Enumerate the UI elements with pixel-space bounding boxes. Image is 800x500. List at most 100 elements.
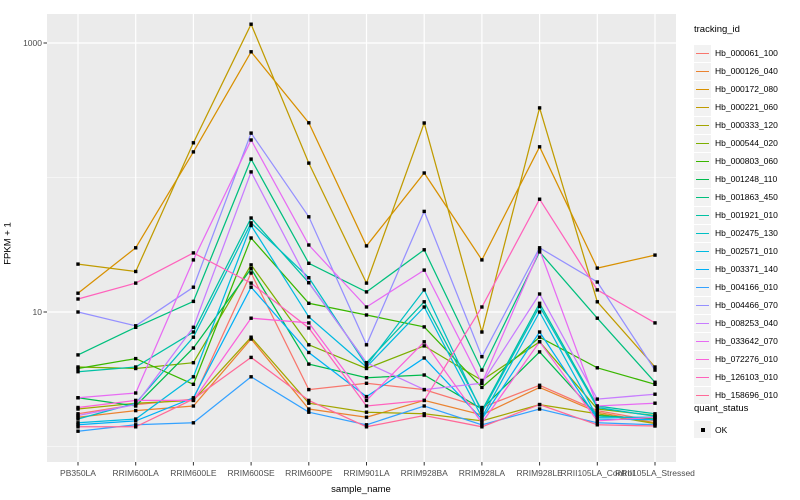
data-point bbox=[191, 361, 196, 365]
data-point bbox=[249, 221, 253, 225]
legend-color-line-icon bbox=[696, 394, 709, 396]
legend-item-Hb_000544_020: Hb_000544_020 bbox=[694, 134, 778, 152]
legend-key-swatch bbox=[694, 260, 711, 278]
data-point bbox=[480, 415, 484, 419]
data-point bbox=[76, 353, 80, 357]
data-point bbox=[653, 380, 657, 384]
x-tick-label-RRIM600PE: RRIM600PE bbox=[285, 468, 333, 478]
data-point bbox=[364, 398, 369, 403]
data-point bbox=[191, 299, 196, 304]
data-point bbox=[307, 326, 311, 330]
data-point bbox=[537, 248, 542, 252]
data-point bbox=[653, 415, 657, 419]
data-point bbox=[537, 145, 542, 149]
legend-item-Hb_000172_080: Hb_000172_080 bbox=[694, 80, 778, 98]
data-point bbox=[595, 421, 599, 425]
data-point bbox=[76, 370, 80, 374]
data-point bbox=[595, 366, 599, 370]
data-point bbox=[653, 392, 657, 396]
legend-key-swatch bbox=[694, 350, 711, 368]
data-point bbox=[537, 246, 542, 250]
data-point bbox=[422, 344, 426, 348]
data-point bbox=[537, 310, 542, 314]
data-point bbox=[191, 330, 196, 334]
legend-item-Hb_000803_060: Hb_000803_060 bbox=[694, 152, 778, 170]
legend-item-Hb_008253_040: Hb_008253_040 bbox=[694, 314, 778, 332]
legend-key-swatch bbox=[694, 62, 711, 80]
legend-key-swatch bbox=[694, 188, 711, 206]
legend-key-swatch bbox=[694, 224, 711, 242]
data-point bbox=[307, 301, 311, 305]
legend-color-line-icon bbox=[696, 358, 709, 360]
data-point bbox=[480, 355, 484, 359]
legend-item-Hb_158696_010: Hb_158696_010 bbox=[694, 386, 778, 404]
data-point bbox=[249, 355, 253, 360]
data-point bbox=[249, 263, 253, 267]
data-point bbox=[307, 281, 311, 285]
data-point bbox=[134, 402, 138, 407]
legend-item-Hb_002475_130: Hb_002475_130 bbox=[694, 224, 778, 242]
data-point bbox=[422, 305, 426, 309]
legend-color-line-icon bbox=[696, 70, 709, 72]
data-point bbox=[364, 423, 369, 427]
legend-item-Hb_072276_010: Hb_072276_010 bbox=[694, 350, 778, 368]
legend-key-swatch bbox=[694, 332, 711, 350]
data-point bbox=[191, 346, 196, 350]
legend-color-line-icon bbox=[696, 322, 709, 324]
legend-label: Hb_001248_110 bbox=[715, 174, 778, 184]
data-point bbox=[595, 404, 599, 408]
data-point bbox=[134, 419, 138, 423]
data-point bbox=[249, 138, 253, 142]
legend-color-line-icon bbox=[696, 214, 709, 216]
data-point bbox=[364, 365, 369, 369]
data-point bbox=[364, 376, 369, 380]
data-point bbox=[537, 350, 542, 354]
data-point bbox=[76, 396, 80, 400]
data-point bbox=[76, 291, 80, 295]
data-point bbox=[653, 365, 657, 369]
data-point bbox=[480, 378, 484, 383]
legend-item-Hb_126103_010: Hb_126103_010 bbox=[694, 368, 778, 386]
data-point bbox=[595, 417, 599, 421]
x-tick-label-RRII105LA_Control: RRII105LA_Control bbox=[560, 468, 635, 478]
data-point bbox=[422, 387, 426, 392]
data-point bbox=[249, 157, 253, 161]
quant-ok-key-swatch bbox=[694, 421, 711, 438]
data-point bbox=[249, 267, 253, 271]
data-point bbox=[364, 244, 369, 248]
legend-item-Hb_033642_070: Hb_033642_070 bbox=[694, 332, 778, 350]
data-point bbox=[249, 281, 253, 285]
data-point bbox=[134, 423, 138, 427]
data-point bbox=[76, 429, 80, 433]
legend-color-line-icon bbox=[696, 88, 709, 90]
legend-label: Hb_002475_130 bbox=[715, 228, 778, 238]
quant-ok-label: OK bbox=[715, 424, 728, 435]
data-point bbox=[653, 253, 657, 257]
data-point bbox=[480, 258, 484, 262]
legend-item-Hb_003371_140: Hb_003371_140 bbox=[694, 260, 778, 278]
legend-key-swatch bbox=[694, 98, 711, 116]
x-tick-label-RRIM928LA: RRIM928LA bbox=[458, 468, 506, 478]
legend-key-swatch bbox=[694, 314, 711, 332]
data-point bbox=[422, 300, 426, 304]
data-point bbox=[134, 356, 138, 361]
x-tick-label-RRII105LA_Stressed: RRII105LA_Stressed bbox=[615, 468, 695, 478]
data-point bbox=[249, 22, 253, 26]
data-point bbox=[76, 417, 80, 421]
legend-label: Hb_000061_100 bbox=[715, 48, 778, 58]
data-point bbox=[422, 398, 426, 403]
data-point bbox=[76, 297, 80, 301]
data-point bbox=[480, 381, 484, 385]
black-square-point-icon bbox=[700, 427, 705, 432]
data-point bbox=[307, 350, 311, 355]
data-point bbox=[653, 401, 657, 405]
data-point bbox=[480, 410, 484, 414]
data-point bbox=[364, 410, 369, 414]
legend-label: Hb_000172_080 bbox=[715, 84, 778, 94]
legend-item-Hb_002571_010: Hb_002571_010 bbox=[694, 242, 778, 260]
data-point bbox=[307, 387, 311, 392]
data-point bbox=[364, 313, 369, 317]
data-point bbox=[364, 290, 369, 294]
data-point bbox=[76, 413, 80, 418]
